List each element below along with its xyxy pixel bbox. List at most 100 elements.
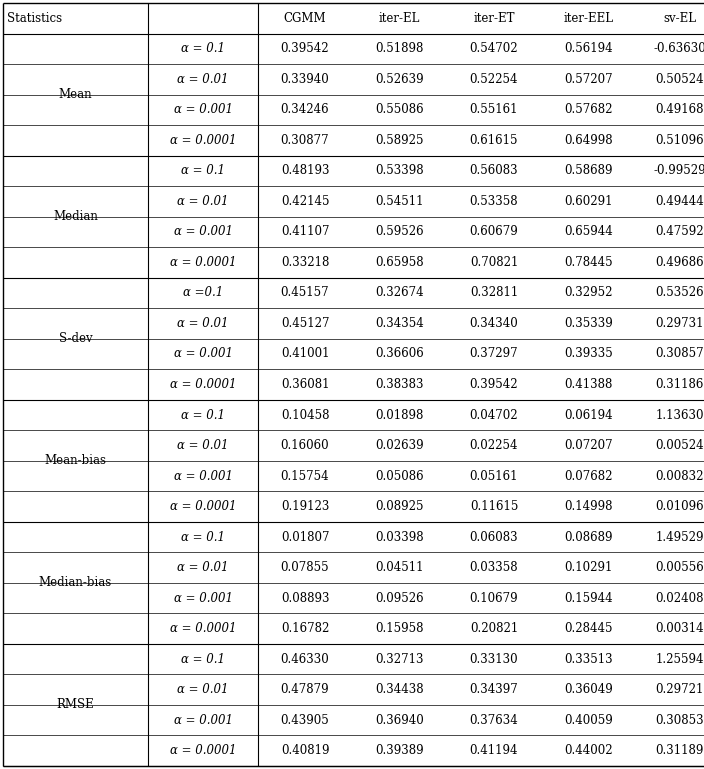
Text: 0.38383: 0.38383 bbox=[375, 378, 424, 391]
Text: 0.16060: 0.16060 bbox=[281, 439, 329, 452]
Text: 0.05086: 0.05086 bbox=[375, 470, 424, 483]
Text: α = 0.001: α = 0.001 bbox=[173, 348, 232, 361]
Text: 0.54511: 0.54511 bbox=[375, 195, 424, 208]
Text: 0.32713: 0.32713 bbox=[375, 653, 424, 666]
Text: 0.10458: 0.10458 bbox=[281, 408, 329, 421]
Text: α = 0.01: α = 0.01 bbox=[177, 195, 229, 208]
Text: 0.29731: 0.29731 bbox=[655, 317, 704, 330]
Text: 0.30857: 0.30857 bbox=[655, 348, 704, 361]
Text: 0.31189: 0.31189 bbox=[655, 744, 704, 757]
Text: 0.34397: 0.34397 bbox=[470, 683, 518, 696]
Text: 0.39542: 0.39542 bbox=[281, 42, 329, 55]
Text: α =0.1: α =0.1 bbox=[183, 286, 223, 299]
Text: Mean-bias: Mean-bias bbox=[44, 454, 106, 468]
Text: 0.56083: 0.56083 bbox=[470, 165, 518, 178]
Text: α = 0.001: α = 0.001 bbox=[173, 591, 232, 604]
Text: 0.52254: 0.52254 bbox=[470, 73, 518, 86]
Text: 1.49529: 1.49529 bbox=[655, 531, 704, 544]
Text: 0.64998: 0.64998 bbox=[564, 134, 612, 147]
Text: 0.34246: 0.34246 bbox=[281, 103, 329, 116]
Text: 0.70821: 0.70821 bbox=[470, 256, 518, 269]
Text: 0.52639: 0.52639 bbox=[375, 73, 424, 86]
Text: 0.46330: 0.46330 bbox=[281, 653, 329, 666]
Text: 0.33940: 0.33940 bbox=[281, 73, 329, 86]
Text: α = 0.01: α = 0.01 bbox=[177, 561, 229, 574]
Text: 0.40059: 0.40059 bbox=[564, 714, 613, 727]
Text: 0.58689: 0.58689 bbox=[564, 165, 612, 178]
Text: 0.14998: 0.14998 bbox=[564, 500, 612, 513]
Text: α = 0.0001: α = 0.0001 bbox=[170, 378, 237, 391]
Text: 0.30853: 0.30853 bbox=[655, 714, 704, 727]
Text: 0.20821: 0.20821 bbox=[470, 622, 518, 635]
Text: 0.02639: 0.02639 bbox=[375, 439, 424, 452]
Text: 0.28445: 0.28445 bbox=[564, 622, 612, 635]
Text: 0.48193: 0.48193 bbox=[281, 165, 329, 178]
Text: 0.07682: 0.07682 bbox=[564, 470, 612, 483]
Text: 0.32811: 0.32811 bbox=[470, 286, 518, 299]
Text: α = 0.1: α = 0.1 bbox=[181, 408, 225, 421]
Text: 0.08893: 0.08893 bbox=[281, 591, 329, 604]
Text: 0.49168: 0.49168 bbox=[655, 103, 704, 116]
Text: 0.02408: 0.02408 bbox=[655, 591, 704, 604]
Text: 0.60679: 0.60679 bbox=[470, 225, 518, 238]
Text: Statistics: Statistics bbox=[7, 12, 62, 25]
Text: sv-EL: sv-EL bbox=[663, 12, 696, 25]
Text: 0.41194: 0.41194 bbox=[470, 744, 518, 757]
Text: 0.39335: 0.39335 bbox=[564, 348, 613, 361]
Text: α = 0.001: α = 0.001 bbox=[173, 470, 232, 483]
Text: S-dev: S-dev bbox=[58, 332, 92, 345]
Text: 0.01898: 0.01898 bbox=[375, 408, 424, 421]
Text: 0.39389: 0.39389 bbox=[375, 744, 424, 757]
Text: 0.78445: 0.78445 bbox=[564, 256, 612, 269]
Text: 0.39542: 0.39542 bbox=[470, 378, 518, 391]
Text: 0.34340: 0.34340 bbox=[470, 317, 518, 330]
Text: iter-ET: iter-ET bbox=[473, 12, 515, 25]
Text: 0.41001: 0.41001 bbox=[281, 348, 329, 361]
Text: 0.36940: 0.36940 bbox=[375, 714, 424, 727]
Text: 0.37297: 0.37297 bbox=[470, 348, 518, 361]
Text: RMSE: RMSE bbox=[56, 698, 94, 711]
Text: 0.00314: 0.00314 bbox=[655, 622, 704, 635]
Text: 0.49686: 0.49686 bbox=[655, 256, 704, 269]
Text: 0.65944: 0.65944 bbox=[564, 225, 613, 238]
Text: 0.08689: 0.08689 bbox=[564, 531, 612, 544]
Text: 0.29721: 0.29721 bbox=[655, 683, 704, 696]
Text: 0.32674: 0.32674 bbox=[375, 286, 424, 299]
Text: 0.53526: 0.53526 bbox=[655, 286, 704, 299]
Text: 0.05161: 0.05161 bbox=[470, 470, 518, 483]
Text: α = 0.001: α = 0.001 bbox=[173, 714, 232, 727]
Text: 0.11615: 0.11615 bbox=[470, 500, 518, 513]
Text: 0.01807: 0.01807 bbox=[281, 531, 329, 544]
Text: α = 0.1: α = 0.1 bbox=[181, 531, 225, 544]
Text: 0.49444: 0.49444 bbox=[655, 195, 704, 208]
Text: 0.15958: 0.15958 bbox=[375, 622, 424, 635]
Text: 0.50524: 0.50524 bbox=[655, 73, 704, 86]
Text: 0.33513: 0.33513 bbox=[564, 653, 612, 666]
Text: 0.61615: 0.61615 bbox=[470, 134, 518, 147]
Text: 0.10291: 0.10291 bbox=[565, 561, 612, 574]
Text: 0.15944: 0.15944 bbox=[564, 591, 612, 604]
Text: α = 0.01: α = 0.01 bbox=[177, 73, 229, 86]
Text: 0.65958: 0.65958 bbox=[375, 256, 424, 269]
Text: 0.53398: 0.53398 bbox=[375, 165, 424, 178]
Text: 1.13630: 1.13630 bbox=[655, 408, 704, 421]
Text: 0.30877: 0.30877 bbox=[281, 134, 329, 147]
Text: α = 0.01: α = 0.01 bbox=[177, 317, 229, 330]
Text: 0.01096: 0.01096 bbox=[655, 500, 704, 513]
Text: 0.00524: 0.00524 bbox=[655, 439, 704, 452]
Text: 0.60291: 0.60291 bbox=[564, 195, 612, 208]
Text: 0.02254: 0.02254 bbox=[470, 439, 518, 452]
Text: 0.34354: 0.34354 bbox=[375, 317, 424, 330]
Text: 0.40819: 0.40819 bbox=[281, 744, 329, 757]
Text: 0.16782: 0.16782 bbox=[281, 622, 329, 635]
Text: 0.57207: 0.57207 bbox=[564, 73, 612, 86]
Text: CGMM: CGMM bbox=[284, 12, 327, 25]
Text: α = 0.0001: α = 0.0001 bbox=[170, 744, 237, 757]
Text: 0.44002: 0.44002 bbox=[564, 744, 612, 757]
Text: 0.54702: 0.54702 bbox=[470, 42, 518, 55]
Text: 0.58925: 0.58925 bbox=[375, 134, 424, 147]
Text: α = 0.01: α = 0.01 bbox=[177, 683, 229, 696]
Text: 0.36081: 0.36081 bbox=[281, 378, 329, 391]
Text: 0.55161: 0.55161 bbox=[470, 103, 518, 116]
Text: 0.08925: 0.08925 bbox=[375, 500, 424, 513]
